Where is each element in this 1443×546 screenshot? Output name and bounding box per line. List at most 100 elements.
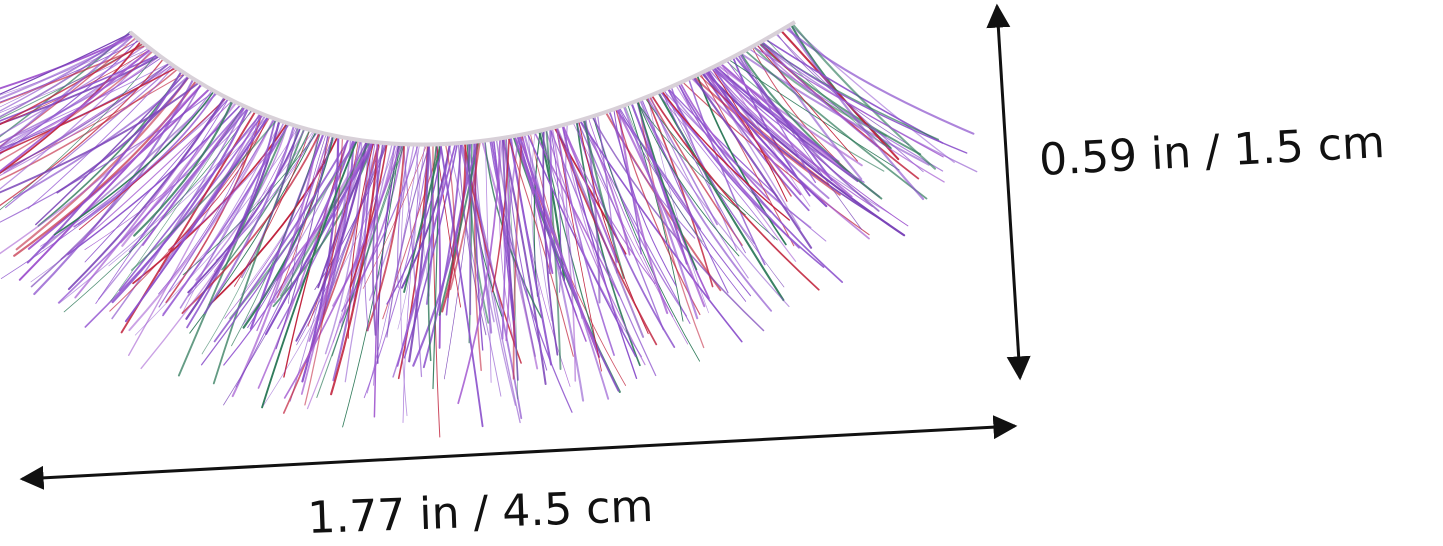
lash-strand [402, 144, 426, 423]
lash-strand [706, 68, 828, 208]
lash-strand [650, 94, 820, 291]
lash-strand [304, 136, 344, 406]
lash-strand [787, 25, 925, 201]
lash-strand [0, 44, 147, 104]
lash-strand [503, 137, 511, 342]
lash-strand [614, 107, 702, 230]
lash-strand [0, 34, 135, 149]
lash-strand [221, 129, 311, 271]
lash-strand [575, 120, 676, 348]
lash-strand [791, 22, 937, 170]
lash-strand [242, 134, 335, 329]
lash-strand [708, 68, 821, 173]
lash-strand [0, 36, 137, 148]
lash-strand [692, 75, 841, 196]
lash-strand [427, 143, 438, 362]
lash-strand [241, 125, 299, 279]
lash-strand [716, 63, 863, 167]
lash-strand [0, 39, 141, 103]
lash-strand [373, 141, 378, 418]
lash-strand [0, 64, 173, 177]
lash-strand [703, 70, 906, 237]
lash-strand [212, 127, 306, 385]
lash-strand [0, 48, 152, 126]
lash-strand [124, 115, 270, 323]
lash-strand [438, 140, 480, 316]
lash-strand [0, 34, 135, 100]
lash-strand [108, 115, 269, 267]
lash-strand [0, 66, 178, 154]
lash-strand [744, 49, 928, 200]
lash-strand [0, 54, 160, 122]
lash-strand [372, 141, 384, 336]
lash-strand [0, 46, 149, 151]
lash-strand [635, 100, 746, 216]
lash-strand [63, 109, 253, 313]
lash-strand [187, 131, 318, 297]
lash-strand [637, 100, 740, 257]
lash-strand [133, 99, 234, 237]
lash-strand [397, 144, 418, 330]
lash-strand [18, 83, 204, 281]
lash-strand [459, 142, 493, 334]
lash-strand [272, 140, 375, 308]
lash-strand [128, 107, 249, 253]
lash-strand [468, 141, 472, 316]
lash-strand [517, 134, 610, 400]
lash-strand [111, 106, 250, 304]
lash-strand [386, 143, 443, 305]
lash-strand [0, 48, 152, 173]
lash-strand [615, 107, 701, 316]
lash-strand [67, 95, 226, 291]
lash-strand [213, 137, 351, 343]
lash-strand [283, 143, 403, 399]
lash-strand [663, 89, 785, 288]
lash-strand [403, 142, 459, 359]
lash-strand [0, 48, 151, 114]
lash-strand [422, 142, 463, 369]
lash-strand [644, 97, 778, 241]
lash-strand [118, 112, 262, 292]
lash-strand [0, 38, 139, 96]
lash-strand [495, 138, 536, 357]
lash-band [128, 20, 797, 147]
lash-strand [561, 124, 619, 263]
lash-strand [412, 141, 472, 367]
lash-strand [0, 56, 163, 152]
lash-strand [715, 64, 865, 183]
lash-strand [562, 124, 656, 285]
lash-strand [449, 140, 481, 291]
lash-strand [432, 143, 440, 390]
lash-strand [555, 125, 615, 356]
lash-strand [233, 129, 311, 287]
lash-strand [223, 138, 354, 366]
lash-strand [416, 144, 430, 297]
lash-strand [551, 127, 577, 382]
lash-strand [330, 141, 380, 396]
lash-strand [712, 65, 830, 200]
lash-strand [386, 143, 431, 338]
lash-strand [615, 107, 706, 308]
lash-strand [0, 32, 132, 95]
eyelash-illustration [0, 22, 978, 438]
lash-strand [561, 124, 624, 331]
lash-strand [550, 127, 562, 293]
lash-strand [501, 137, 515, 321]
lash-strand [162, 122, 290, 317]
lash-strand [523, 133, 585, 402]
lash-strand [13, 74, 190, 199]
lash-strand [666, 87, 825, 268]
lash-strand [177, 122, 289, 377]
lash-strand [257, 137, 350, 389]
lash-strand [587, 117, 674, 318]
lash-strand [575, 120, 641, 367]
lash-strand [648, 95, 743, 246]
lash-strand [128, 117, 275, 332]
lash-strand [27, 65, 175, 210]
lash-strand [591, 115, 765, 332]
lash-strand [752, 45, 944, 158]
lash-strand [300, 139, 362, 395]
lash-strand [27, 87, 211, 250]
lash-strand [489, 139, 573, 413]
lash-strand [675, 84, 797, 262]
